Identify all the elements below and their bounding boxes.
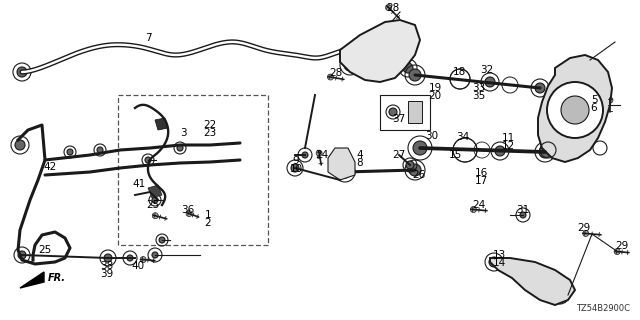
Circle shape [495, 146, 505, 156]
Text: 2: 2 [205, 218, 211, 228]
Text: 1: 1 [205, 210, 211, 220]
Circle shape [328, 74, 333, 80]
Circle shape [607, 97, 613, 103]
Circle shape [535, 83, 545, 93]
Circle shape [561, 96, 589, 124]
Circle shape [291, 164, 299, 172]
Text: 28: 28 [387, 3, 399, 13]
Circle shape [489, 257, 499, 267]
Circle shape [177, 145, 183, 151]
Text: 37: 37 [392, 114, 406, 124]
Polygon shape [340, 20, 420, 82]
Polygon shape [155, 118, 168, 130]
Text: 24: 24 [472, 200, 486, 210]
Text: 12: 12 [501, 141, 515, 151]
Circle shape [104, 254, 112, 262]
Text: 34: 34 [456, 132, 470, 142]
Text: 3: 3 [180, 128, 186, 138]
Text: 27: 27 [392, 150, 406, 160]
Text: 25: 25 [38, 245, 52, 255]
Text: 38: 38 [100, 261, 114, 271]
Circle shape [140, 257, 146, 263]
Circle shape [409, 164, 421, 176]
Text: 4: 4 [356, 150, 364, 160]
Circle shape [15, 140, 25, 150]
Text: 36: 36 [181, 205, 195, 215]
Text: 14: 14 [492, 258, 506, 268]
Circle shape [520, 212, 526, 218]
Text: 29: 29 [616, 241, 628, 251]
Text: 29: 29 [577, 223, 591, 233]
Circle shape [152, 213, 158, 219]
Text: 5: 5 [591, 95, 597, 105]
Bar [408, 101, 422, 123]
Text: 13: 13 [492, 250, 506, 260]
Text: 17: 17 [474, 176, 488, 186]
Circle shape [152, 197, 158, 203]
Circle shape [302, 152, 308, 158]
Circle shape [403, 63, 413, 73]
Circle shape [583, 230, 589, 236]
Polygon shape [148, 185, 162, 198]
Circle shape [385, 4, 392, 11]
Text: 15: 15 [449, 150, 461, 160]
Polygon shape [538, 55, 612, 162]
Circle shape [152, 252, 158, 258]
Circle shape [145, 157, 151, 163]
Text: 10: 10 [289, 164, 303, 174]
Circle shape [336, 158, 344, 166]
Circle shape [339, 166, 351, 178]
Polygon shape [20, 272, 44, 288]
Text: 18: 18 [452, 67, 466, 77]
Circle shape [17, 67, 27, 77]
Polygon shape [490, 258, 575, 305]
Text: 31: 31 [516, 205, 530, 215]
Text: 35: 35 [472, 91, 486, 101]
Text: 41: 41 [132, 179, 146, 189]
Text: 32: 32 [481, 65, 493, 75]
Circle shape [406, 161, 414, 169]
Circle shape [409, 69, 421, 81]
Text: 8: 8 [356, 158, 364, 168]
Circle shape [67, 149, 73, 155]
Text: 16: 16 [474, 168, 488, 178]
Text: 19: 19 [428, 83, 442, 93]
Text: 42: 42 [44, 162, 56, 172]
Text: 11: 11 [501, 133, 515, 143]
Text: FR.: FR. [48, 273, 66, 283]
Text: 25: 25 [147, 200, 159, 210]
Text: 23: 23 [204, 128, 216, 138]
Text: 33: 33 [472, 83, 486, 93]
Circle shape [316, 150, 322, 156]
Circle shape [97, 147, 103, 153]
Circle shape [614, 249, 620, 255]
Text: 39: 39 [100, 269, 114, 279]
Text: 30: 30 [426, 131, 438, 141]
Text: 7: 7 [145, 33, 151, 43]
Circle shape [470, 206, 476, 212]
Circle shape [539, 146, 551, 158]
Circle shape [485, 77, 495, 87]
Text: TZ54B2900C: TZ54B2900C [576, 304, 630, 313]
Circle shape [413, 141, 427, 155]
Circle shape [18, 251, 26, 259]
Text: 26: 26 [412, 170, 426, 180]
Text: 24: 24 [316, 150, 328, 160]
Circle shape [344, 59, 356, 71]
Circle shape [159, 237, 165, 243]
Polygon shape [328, 148, 355, 180]
Circle shape [547, 82, 603, 138]
Text: 20: 20 [428, 91, 442, 101]
Text: 40: 40 [131, 261, 145, 271]
Text: 6: 6 [591, 103, 597, 113]
Circle shape [186, 211, 192, 217]
Bar [380, 95, 430, 130]
Circle shape [555, 290, 565, 300]
Circle shape [389, 108, 397, 116]
Text: 9: 9 [292, 156, 300, 166]
Text: 22: 22 [204, 120, 216, 130]
Circle shape [127, 255, 133, 261]
Text: 28: 28 [330, 68, 342, 78]
